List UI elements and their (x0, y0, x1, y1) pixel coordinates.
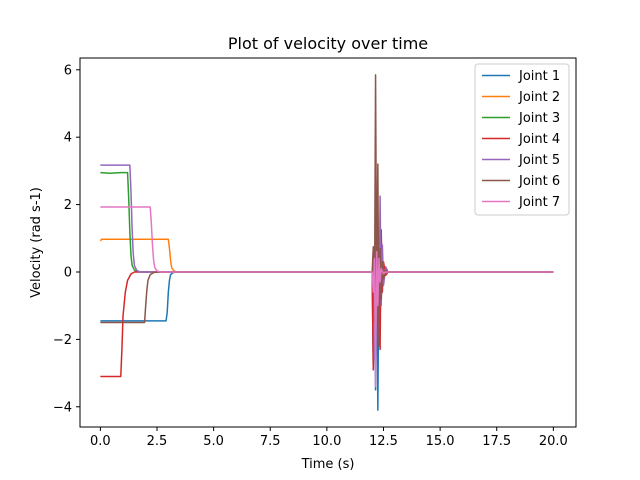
legend-label-joint-6: Joint 6 (518, 174, 560, 189)
axes-frame (79, 57, 577, 428)
series-line-joint-6 (100, 74, 554, 347)
legend-label-joint-1: Joint 1 (518, 69, 560, 84)
y-tick-label: 2 (64, 198, 72, 213)
y-tick-label: −2 (53, 333, 72, 348)
chart-title: Plot of velocity over time (228, 34, 428, 53)
x-tick-label: 0.0 (90, 434, 111, 449)
legend: Joint 1 Joint 2 Joint 3 Joint 4 Joint 5 Joint… (474, 63, 570, 216)
legend-label-joint-2: Joint 2 (518, 90, 560, 105)
x-axis-label: Time (s) (301, 457, 355, 472)
x-tick-label: 20.0 (539, 434, 568, 449)
x-tick-label: 17.5 (482, 434, 511, 449)
y-tick-label: 0 (64, 265, 72, 280)
y-axis: −4 −2 0 2 4 6 (53, 63, 80, 415)
series-lines (99, 74, 554, 411)
legend-label-joint-4: Joint 4 (518, 132, 560, 147)
x-axis: 0.0 2.5 5.0 7.5 10.0 12.5 15.0 17.5 20.0 (90, 427, 568, 449)
series-line-joint-7 (100, 206, 554, 388)
y-tick-label: 6 (64, 63, 72, 78)
x-tick-label: 15.0 (426, 434, 455, 449)
x-tick-label: 5.0 (203, 434, 224, 449)
y-tick-label: 4 (64, 131, 72, 146)
legend-label-joint-3: Joint 3 (518, 111, 560, 126)
y-tick-label: −4 (53, 400, 72, 415)
y-axis-label: Velocity (rad s-1) (29, 187, 44, 298)
legend-label-joint-5: Joint 5 (518, 153, 560, 168)
x-tick-label: 10.0 (312, 434, 341, 449)
legend-label-joint-7: Joint 7 (518, 195, 560, 210)
x-tick-label: 2.5 (147, 434, 168, 449)
x-tick-label: 12.5 (369, 434, 398, 449)
legend-box (474, 63, 570, 216)
x-tick-label: 7.5 (260, 434, 281, 449)
plot-area (79, 57, 577, 428)
